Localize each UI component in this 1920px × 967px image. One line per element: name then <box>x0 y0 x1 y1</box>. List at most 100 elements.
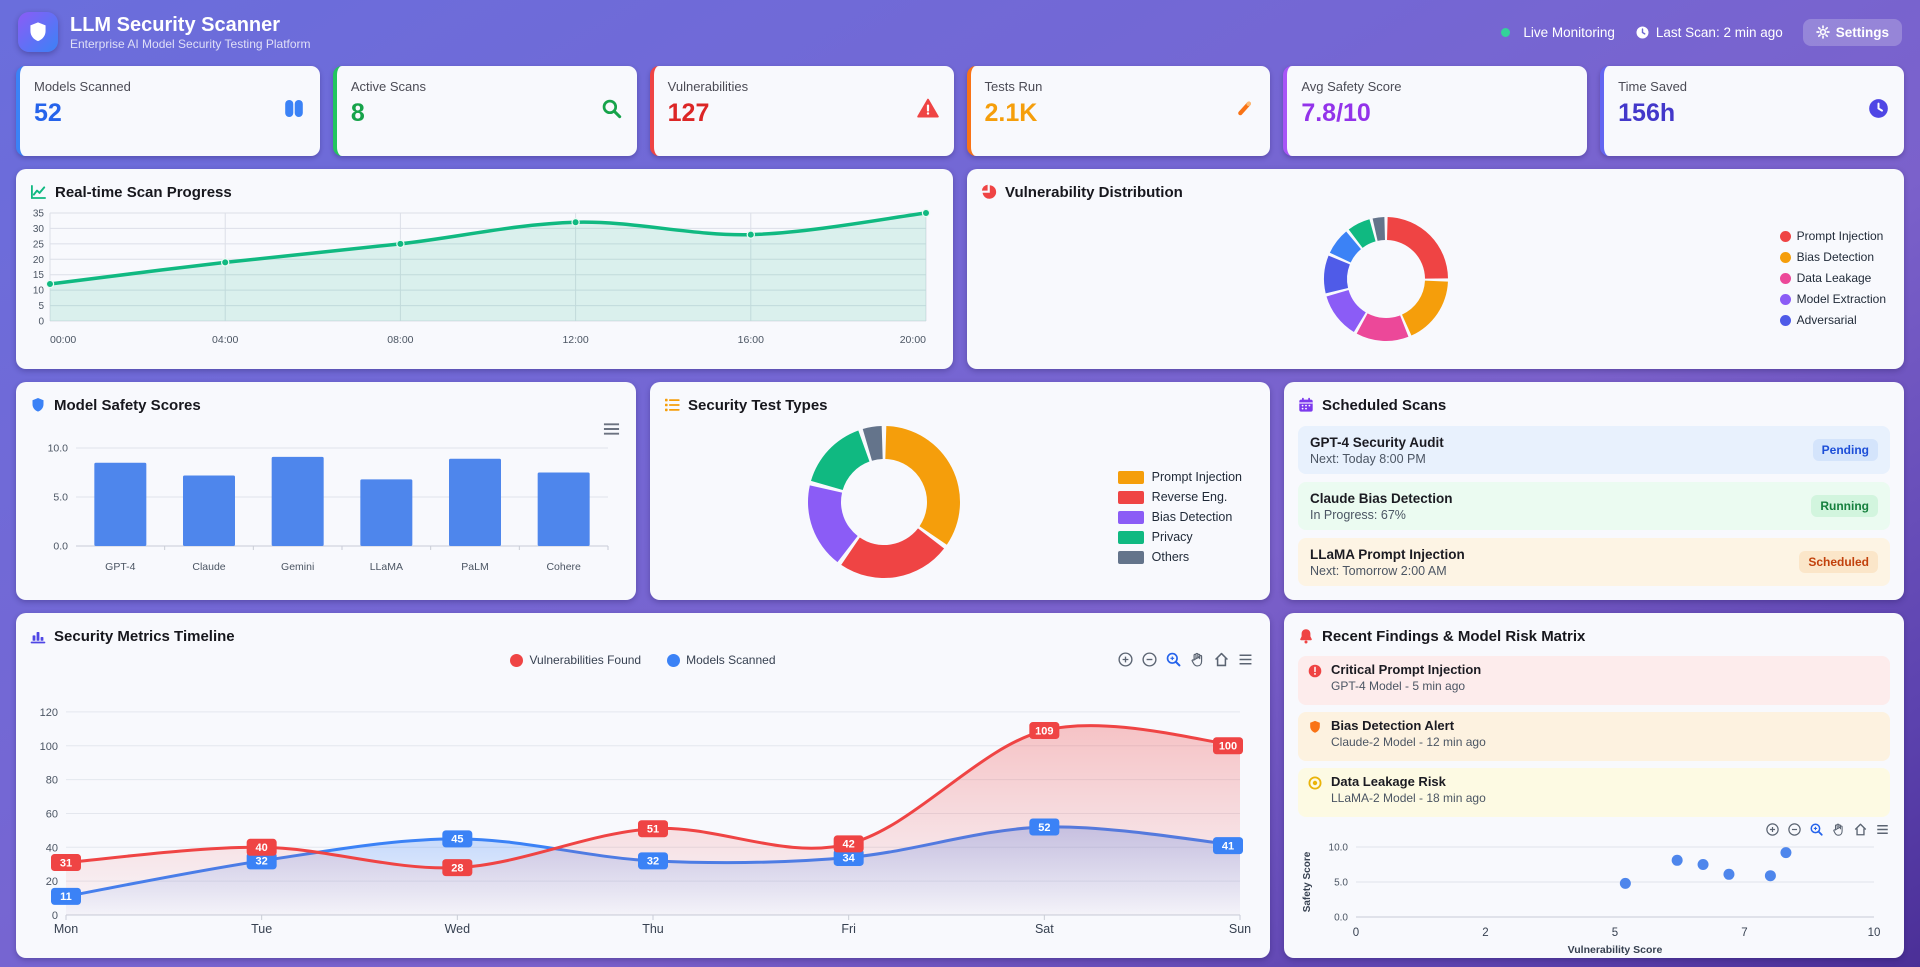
panel-title: Scheduled Scans <box>1322 396 1447 414</box>
gear-icon <box>1815 25 1830 39</box>
legend-swatch <box>1117 550 1144 564</box>
svg-text:60: 60 <box>46 808 58 820</box>
home-icon[interactable] <box>1213 651 1230 668</box>
stat-label: Models Scanned <box>34 79 131 94</box>
chart-toolbar <box>1298 821 1890 837</box>
svg-text:35: 35 <box>33 209 45 220</box>
pan-icon[interactable] <box>1831 822 1846 837</box>
stat-card-active-scans: Active Scans 8 <box>332 66 637 156</box>
brain-icon <box>283 98 305 125</box>
legend-item[interactable]: Vulnerabilities Found <box>510 653 641 667</box>
legend-label: Bias Detection <box>1796 250 1874 264</box>
legend-item[interactable]: Bias Detection <box>1117 510 1242 524</box>
svg-text:109: 109 <box>1035 725 1053 737</box>
svg-text:5.0: 5.0 <box>53 492 68 504</box>
menu-icon[interactable] <box>1237 651 1254 668</box>
legend-swatch <box>1779 314 1791 326</box>
scheduled-scan-row[interactable]: Claude Bias Detection In Progress: 67% R… <box>1298 482 1890 530</box>
chart-line-icon <box>31 184 46 199</box>
legend-item[interactable]: Bias Detection <box>1779 250 1886 264</box>
legend-item[interactable]: Model Extraction <box>1779 292 1886 306</box>
legend-swatch <box>1779 230 1791 242</box>
legend-item[interactable]: Adversarial <box>1779 313 1886 327</box>
svg-text:32: 32 <box>256 856 268 868</box>
box-zoom-icon[interactable] <box>1165 651 1182 668</box>
stat-value: 2.1K <box>984 99 1038 127</box>
status-badge: Running <box>1811 495 1878 517</box>
test-types-legend: Prompt Injection Reverse Eng. Bias Detec… <box>1078 470 1242 564</box>
finding-row[interactable]: Data Leakage Risk LLaMA-2 Model - 18 min… <box>1298 768 1890 817</box>
zoom-out-icon[interactable] <box>1787 822 1802 837</box>
metrics-timeline-chart[interactable]: 0 20 40 60 80 100 120 Mon Tue Wed Thu Fri Sat Sun 11 32… <box>30 671 1256 939</box>
stat-label: Tests Run <box>984 79 1043 94</box>
svg-text:42: 42 <box>843 839 855 851</box>
chart-menu-icon[interactable] <box>603 422 620 441</box>
finding-detail: Claude-2 Model - 12 min ago <box>1331 735 1486 749</box>
svg-text:08:00: 08:00 <box>387 334 413 346</box>
svg-text:5.0: 5.0 <box>1334 878 1348 889</box>
scan-detail: In Progress: 67% <box>1310 507 1406 522</box>
risk-matrix-scatter-chart[interactable]: 0.0 5.0 10.0 0 2 5 7 10 Vulnerability Score Safet… <box>1298 837 1890 957</box>
search-icon <box>601 98 622 124</box>
panel-recent-findings: Recent Findings & Model Risk Matrix Crit… <box>1284 613 1904 958</box>
svg-text:Claude: Claude <box>192 561 225 573</box>
settings-button[interactable]: Settings <box>1802 18 1902 46</box>
scheduled-scan-row[interactable]: GPT-4 Security Audit Next: Today 8:00 PM… <box>1298 426 1890 474</box>
legend-item[interactable]: Data Leakage <box>1779 271 1886 285</box>
legend-item[interactable]: Models Scanned <box>667 653 776 667</box>
legend-swatch <box>1117 470 1144 484</box>
svg-text:120: 120 <box>40 707 58 719</box>
legend-label: Reverse Eng. <box>1151 490 1228 504</box>
panel-vulnerability-distribution: Vulnerability Distribution Prompt Inject… <box>967 169 1904 369</box>
svg-text:Sat: Sat <box>1035 922 1054 936</box>
legend-item[interactable]: Others <box>1117 550 1242 564</box>
pan-icon[interactable] <box>1189 651 1206 668</box>
legend-label: Adversarial <box>1796 313 1857 327</box>
pie-chart-icon <box>981 184 997 199</box>
legend-label: Model Extraction <box>1796 292 1886 306</box>
legend-item[interactable]: Prompt Injection <box>1117 470 1242 484</box>
legend-swatch <box>1117 490 1144 504</box>
panel-title: Vulnerability Distribution <box>1005 183 1183 201</box>
legend-item[interactable]: Reverse Eng. <box>1117 490 1242 504</box>
scan-detail: Next: Tomorrow 2:00 AM <box>1310 563 1447 578</box>
stat-card-vulnerabilities: Vulnerabilities 127 <box>649 66 954 156</box>
model-safety-bar-chart[interactable]: 0.0 5.0 10.0 GPT-4 Claude Gemini LLaMA PaLM Cohe… <box>30 418 622 590</box>
finding-row[interactable]: Bias Detection Alert Claude-2 Model - 12… <box>1298 712 1890 761</box>
svg-text:Safety Score: Safety Score <box>1302 851 1313 912</box>
scan-progress-chart[interactable]: 00:00 04:00 08:00 12:00 16:00 20:00 0 5 10 15 20 25… <box>30 205 939 357</box>
box-zoom-icon[interactable] <box>1809 822 1824 837</box>
last-scan-label: Last Scan: 2 min ago <box>1655 24 1783 40</box>
svg-text:52: 52 <box>1038 822 1050 834</box>
stats-row: Models Scanned 52 Active Scans 8 Vulnera… <box>16 66 1904 156</box>
test-tube-icon <box>1234 98 1255 124</box>
svg-text:34: 34 <box>843 852 856 864</box>
test-types-donut-chart[interactable] <box>664 418 1256 590</box>
zoom-in-icon[interactable] <box>1765 822 1780 837</box>
svg-text:32: 32 <box>647 856 659 868</box>
menu-icon[interactable] <box>1875 822 1890 837</box>
svg-text:5: 5 <box>38 301 44 312</box>
svg-text:2: 2 <box>1482 927 1488 939</box>
scan-detail: Next: Today 8:00 PM <box>1310 451 1426 466</box>
panel-title: Security Test Types <box>688 396 828 414</box>
finding-row[interactable]: Critical Prompt Injection GPT-4 Model - … <box>1298 656 1890 705</box>
chart-toolbar <box>1117 651 1254 668</box>
page-subtitle: Enterprise AI Model Security Testing Pla… <box>70 36 311 51</box>
live-monitoring-status: Live Monitoring <box>1501 25 1615 40</box>
zoom-out-icon[interactable] <box>1141 651 1158 668</box>
legend-item[interactable]: Privacy <box>1117 530 1242 544</box>
clock-filled-icon <box>1868 98 1889 124</box>
shield-alert-icon <box>1308 720 1322 739</box>
legend-swatch <box>1117 510 1144 524</box>
panel-title: Real-time Scan Progress <box>55 183 232 201</box>
shield-icon <box>30 22 46 42</box>
legend-item[interactable]: Prompt Injection <box>1779 229 1886 243</box>
zoom-in-icon[interactable] <box>1117 651 1134 668</box>
warning-icon <box>916 98 939 125</box>
home-icon[interactable] <box>1853 822 1868 837</box>
vulnerability-donut-chart[interactable] <box>981 205 1890 357</box>
svg-text:5: 5 <box>1612 927 1618 939</box>
svg-text:20:00: 20:00 <box>900 334 926 346</box>
scheduled-scan-row[interactable]: LLaMA Prompt Injection Next: Tomorrow 2:… <box>1298 538 1890 586</box>
